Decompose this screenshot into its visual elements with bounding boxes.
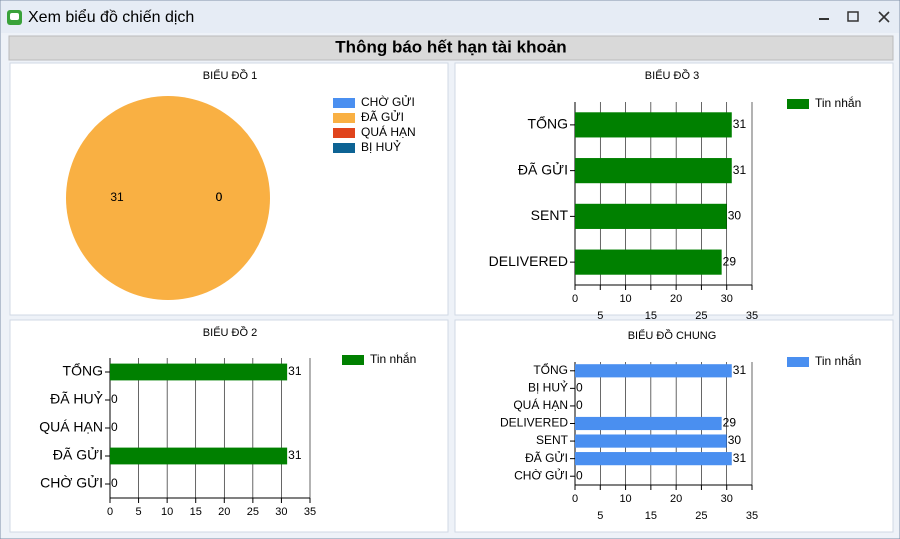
app-icon-glyph xyxy=(10,13,19,20)
data-label: 31 xyxy=(288,448,302,462)
legend-swatch xyxy=(787,99,809,109)
data-label: 0 xyxy=(111,476,118,490)
x-tick-label: 5 xyxy=(136,506,142,518)
bar xyxy=(575,452,732,466)
bar xyxy=(575,158,732,184)
panel xyxy=(9,319,449,533)
data-label: 0 xyxy=(576,381,583,395)
x-tick-label: 10 xyxy=(619,493,631,505)
y-tick-label: CHỜ GỬI xyxy=(40,474,103,491)
y-tick-label: SENT xyxy=(531,207,569,223)
x-tick-label: 25 xyxy=(247,506,259,518)
data-label: 0 xyxy=(216,190,223,204)
legend-swatch xyxy=(333,113,355,123)
legend-label: ĐÃ GỬI xyxy=(361,109,404,124)
bar xyxy=(575,112,732,138)
x-tick-label: 15 xyxy=(190,506,202,518)
bar xyxy=(575,364,732,378)
y-tick-label: QUÁ HẠN xyxy=(39,419,103,435)
x-tick-label: 35 xyxy=(746,310,758,322)
x-tick-label: 20 xyxy=(670,293,682,305)
bar xyxy=(110,447,288,465)
data-label: 31 xyxy=(733,363,747,377)
window-title: Xem biểu đồ chiến dịch xyxy=(28,8,194,26)
x-tick-label: 5 xyxy=(597,310,603,322)
x-tick-label: 0 xyxy=(572,293,578,305)
legend-label: Tin nhắn xyxy=(815,353,861,368)
chart-title: BIỂU ĐỒ 2 xyxy=(203,326,257,339)
bar xyxy=(575,249,722,275)
bar xyxy=(575,416,722,431)
data-label: 30 xyxy=(728,209,742,223)
legend-label: BỊ HUỶ xyxy=(361,139,401,154)
header-title: Thông báo hết hạn tài khoản xyxy=(335,37,566,56)
y-tick-label: DELIVERED xyxy=(500,416,568,430)
y-tick-label: ĐÃ GỬI xyxy=(53,446,103,463)
data-label: 0 xyxy=(111,392,118,406)
x-tick-label: 10 xyxy=(161,506,173,518)
x-tick-label: 35 xyxy=(746,510,758,522)
y-tick-label: BỊ HUỶ xyxy=(528,380,568,395)
y-tick-label: TỔNG xyxy=(63,362,103,379)
data-label: 30 xyxy=(728,433,742,447)
data-label: 31 xyxy=(110,190,124,204)
legend-label: Tin nhắn xyxy=(815,95,861,110)
y-tick-label: TỔNG xyxy=(528,115,568,132)
y-tick-label: QUÁ HẠN xyxy=(513,397,568,412)
bar xyxy=(575,434,727,448)
x-tick-label: 25 xyxy=(695,310,707,322)
data-label: 0 xyxy=(576,468,583,482)
pie-slice xyxy=(66,96,270,300)
bar xyxy=(575,203,727,229)
legend-swatch xyxy=(787,357,809,367)
legend-label: Tin nhắn xyxy=(370,351,416,366)
data-label: 29 xyxy=(723,416,737,430)
y-tick-label: ĐÃ GỬI xyxy=(525,450,568,465)
close-button[interactable] xyxy=(878,11,890,23)
legend-swatch xyxy=(333,143,355,153)
x-tick-label: 20 xyxy=(218,506,230,518)
x-tick-label: 10 xyxy=(619,293,631,305)
chart-title: BIỂU ĐỒ 3 xyxy=(645,69,699,82)
legend-label: QUÁ HẠN xyxy=(361,124,416,139)
x-tick-label: 20 xyxy=(670,493,682,505)
bar xyxy=(110,363,288,381)
y-tick-label: ĐÃ HUỶ xyxy=(50,391,104,407)
data-label: 29 xyxy=(723,254,737,268)
x-tick-label: 30 xyxy=(721,293,733,305)
x-tick-label: 5 xyxy=(597,510,603,522)
data-label: 31 xyxy=(733,451,747,465)
y-tick-label: SENT xyxy=(536,433,569,447)
x-tick-label: 0 xyxy=(572,493,578,505)
legend-label: CHỜ GỬI xyxy=(361,94,415,109)
maximize-button[interactable] xyxy=(847,11,859,22)
chart-title: BIỂU ĐỒ CHUNG xyxy=(628,329,717,342)
y-tick-label: TỔNG xyxy=(533,362,568,377)
data-label: 0 xyxy=(111,420,118,434)
minimize-button[interactable] xyxy=(819,18,829,20)
x-tick-label: 15 xyxy=(645,510,657,522)
y-tick-label: DELIVERED xyxy=(489,253,568,269)
data-label: 0 xyxy=(216,190,223,204)
chart-title: BIỂU ĐỒ 1 xyxy=(203,69,257,82)
y-tick-label: ĐÃ GỬI xyxy=(518,160,568,177)
x-tick-label: 0 xyxy=(107,506,113,518)
y-tick-label: CHỜ GỬI xyxy=(514,467,568,482)
data-label: 31 xyxy=(733,163,747,177)
data-label: 31 xyxy=(288,364,302,378)
x-tick-label: 30 xyxy=(721,493,733,505)
legend-swatch xyxy=(333,98,355,108)
x-tick-label: 30 xyxy=(275,506,287,518)
x-tick-label: 35 xyxy=(304,506,316,518)
x-tick-label: 15 xyxy=(645,310,657,322)
data-label: 0 xyxy=(576,398,583,412)
title-bar xyxy=(1,1,899,33)
legend-swatch xyxy=(333,128,355,138)
legend-swatch xyxy=(342,355,364,365)
header-bar xyxy=(8,35,894,61)
x-tick-label: 25 xyxy=(695,510,707,522)
data-label: 31 xyxy=(733,117,747,131)
